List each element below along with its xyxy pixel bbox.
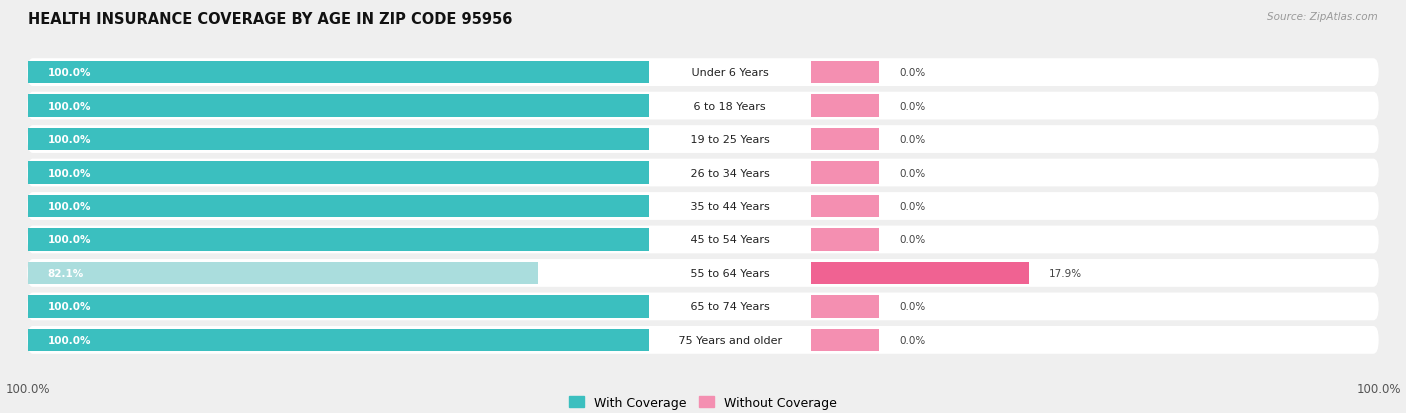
FancyBboxPatch shape [27,59,1379,87]
Bar [811,262,1029,285]
Text: 35 to 44 Years: 35 to 44 Years [688,202,773,211]
Text: 100.0%: 100.0% [48,235,91,245]
Text: 65 to 74 Years: 65 to 74 Years [688,301,773,312]
Text: 26 to 34 Years: 26 to 34 Years [688,168,773,178]
Text: Source: ZipAtlas.com: Source: ZipAtlas.com [1267,12,1378,22]
Bar [811,62,879,84]
Bar [28,62,650,84]
FancyBboxPatch shape [27,326,1379,354]
Bar [28,262,537,285]
Bar [811,295,879,318]
Text: 100.0%: 100.0% [48,135,91,145]
Bar [28,195,650,218]
Bar [28,162,650,185]
Bar [28,228,650,251]
Text: 100.0%: 100.0% [1357,382,1400,395]
Bar [811,228,879,251]
Text: 100.0%: 100.0% [48,168,91,178]
Text: 100.0%: 100.0% [48,68,91,78]
Bar [811,128,879,151]
Text: 100.0%: 100.0% [48,335,91,345]
Text: 0.0%: 0.0% [898,168,925,178]
Text: 100.0%: 100.0% [48,101,91,112]
Text: 55 to 64 Years: 55 to 64 Years [688,268,773,278]
Text: 0.0%: 0.0% [898,335,925,345]
Text: 75 Years and older: 75 Years and older [675,335,786,345]
Bar [28,95,650,118]
FancyBboxPatch shape [27,126,1379,154]
Text: 6 to 18 Years: 6 to 18 Years [690,101,769,112]
FancyBboxPatch shape [27,159,1379,187]
Legend: With Coverage, Without Coverage: With Coverage, Without Coverage [564,391,842,413]
Bar [811,162,879,185]
Bar [28,295,650,318]
FancyBboxPatch shape [27,259,1379,287]
Text: 0.0%: 0.0% [898,101,925,112]
Text: 0.0%: 0.0% [898,235,925,245]
Text: 0.0%: 0.0% [898,68,925,78]
Text: 100.0%: 100.0% [48,202,91,211]
Text: HEALTH INSURANCE COVERAGE BY AGE IN ZIP CODE 95956: HEALTH INSURANCE COVERAGE BY AGE IN ZIP … [28,12,513,27]
Text: 100.0%: 100.0% [48,301,91,312]
Text: 100.0%: 100.0% [6,382,49,395]
Text: 0.0%: 0.0% [898,301,925,312]
Text: 0.0%: 0.0% [898,202,925,211]
Bar [811,329,879,351]
Text: 0.0%: 0.0% [898,135,925,145]
Text: 82.1%: 82.1% [48,268,84,278]
Text: 17.9%: 17.9% [1049,268,1083,278]
FancyBboxPatch shape [27,293,1379,320]
Bar [811,95,879,118]
FancyBboxPatch shape [27,226,1379,254]
Bar [811,195,879,218]
Text: Under 6 Years: Under 6 Years [688,68,772,78]
Text: 45 to 54 Years: 45 to 54 Years [688,235,773,245]
Bar [28,329,650,351]
FancyBboxPatch shape [27,192,1379,221]
Text: 19 to 25 Years: 19 to 25 Years [688,135,773,145]
FancyBboxPatch shape [27,93,1379,120]
Bar [28,128,650,151]
